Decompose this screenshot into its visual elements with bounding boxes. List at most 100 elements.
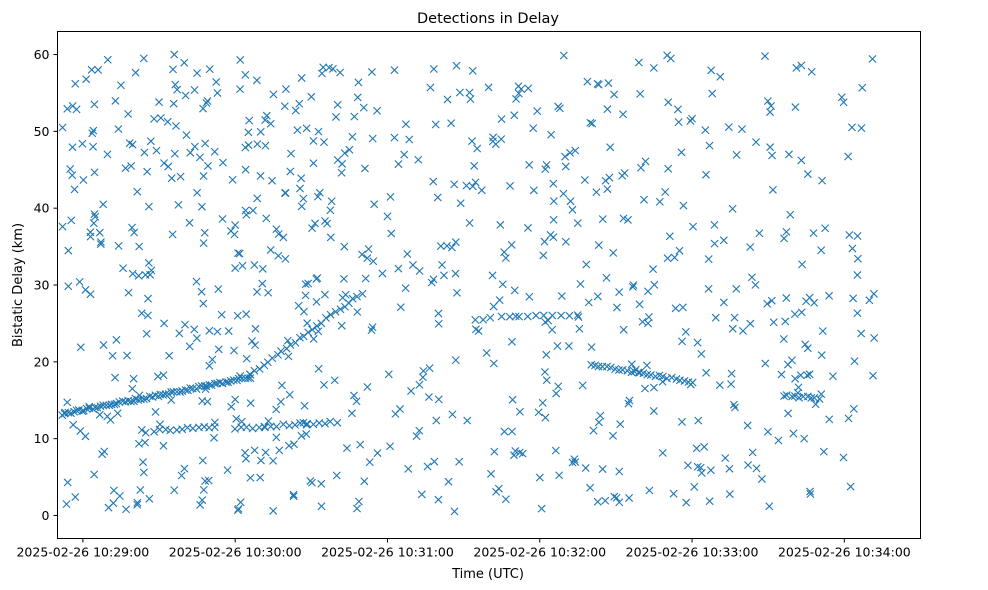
data-point <box>197 287 206 296</box>
data-point <box>415 267 424 276</box>
data-point <box>845 230 854 239</box>
data-point <box>169 387 178 396</box>
data-point <box>807 67 816 76</box>
data-point <box>559 189 568 198</box>
data-point <box>763 299 772 308</box>
y-tick-label: 0 <box>42 508 50 523</box>
data-point <box>178 425 187 434</box>
data-point <box>205 326 214 335</box>
data-point <box>582 260 591 269</box>
data-point <box>314 364 323 373</box>
data-point <box>850 357 859 366</box>
data-point <box>111 96 120 105</box>
data-point <box>679 201 688 210</box>
data-point <box>677 417 686 426</box>
data-point <box>72 105 81 114</box>
data-point <box>796 371 805 380</box>
data-point <box>635 300 644 309</box>
data-point <box>746 243 755 252</box>
data-point <box>781 317 790 326</box>
data-point <box>395 405 404 414</box>
data-point <box>256 456 265 465</box>
data-point <box>253 287 262 296</box>
data-point <box>137 426 146 434</box>
data-point <box>359 103 368 112</box>
data-point <box>229 376 238 385</box>
data-point <box>455 457 464 466</box>
data-point <box>336 68 345 77</box>
data-point <box>640 384 649 393</box>
data-point <box>466 95 475 104</box>
data-point <box>419 366 428 375</box>
data-point <box>338 159 347 168</box>
data-point <box>473 144 482 153</box>
data-point <box>669 489 678 498</box>
data-point <box>304 279 313 288</box>
data-point <box>153 372 162 381</box>
data-point <box>272 225 281 234</box>
data-point <box>251 341 260 350</box>
data-point <box>544 316 553 325</box>
data-point <box>471 178 480 187</box>
data-point <box>625 493 634 502</box>
data-point <box>465 88 474 97</box>
data-point <box>797 61 806 70</box>
y-tick-label: 60 <box>34 47 50 62</box>
data-point <box>390 66 399 75</box>
data-point <box>203 397 212 406</box>
data-point <box>235 249 244 258</box>
data-point <box>306 476 315 485</box>
data-point <box>817 390 826 399</box>
data-point <box>515 407 524 416</box>
data-point <box>200 228 209 237</box>
data-point <box>119 264 128 273</box>
data-point <box>537 504 546 513</box>
data-point <box>165 351 174 360</box>
data-point <box>314 327 323 336</box>
data-point <box>671 304 680 313</box>
x-tick-label: 2025-02-26 10:33:00 <box>626 545 759 560</box>
data-point <box>451 238 460 247</box>
data-point <box>636 89 645 98</box>
data-point <box>70 185 79 194</box>
data-point <box>848 244 857 253</box>
data-point <box>133 498 142 507</box>
data-point <box>241 206 250 215</box>
data-point <box>828 372 837 381</box>
data-point <box>89 219 98 228</box>
data-point <box>594 362 603 371</box>
data-point <box>689 222 698 231</box>
data-point <box>643 287 652 296</box>
data-point <box>180 320 189 329</box>
data-point <box>540 367 549 376</box>
data-point <box>805 370 814 379</box>
data-point <box>853 309 862 318</box>
data-point <box>568 458 577 467</box>
data-point <box>641 157 650 166</box>
data-point <box>340 242 349 251</box>
data-point <box>326 417 335 426</box>
data-point <box>244 141 253 150</box>
data-point <box>710 239 719 248</box>
data-point <box>802 297 811 306</box>
data-point <box>289 490 298 499</box>
data-point <box>612 493 621 502</box>
data-point <box>190 325 199 334</box>
data-point <box>69 420 78 429</box>
data-point <box>356 440 365 449</box>
data-point <box>95 410 104 419</box>
data-point <box>201 477 210 486</box>
data-point <box>167 396 176 404</box>
data-point <box>438 260 447 269</box>
data-point <box>525 292 534 301</box>
data-point <box>96 240 105 249</box>
data-point <box>151 407 160 416</box>
data-point <box>226 226 235 235</box>
data-point <box>551 446 560 455</box>
data-point <box>540 237 549 246</box>
data-point <box>707 66 716 75</box>
data-point <box>743 421 752 430</box>
data-point <box>769 318 778 327</box>
data-point <box>803 371 812 380</box>
data-point <box>260 423 269 432</box>
